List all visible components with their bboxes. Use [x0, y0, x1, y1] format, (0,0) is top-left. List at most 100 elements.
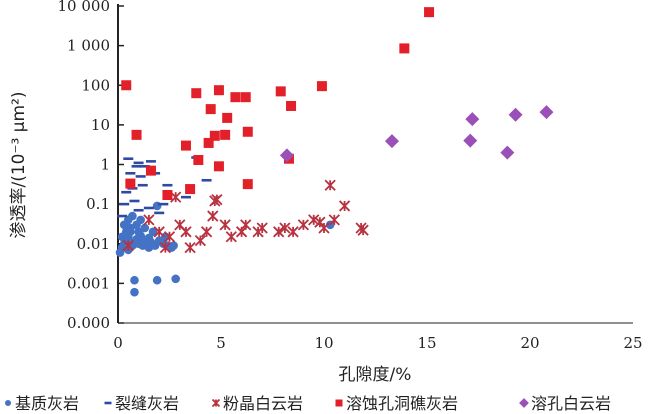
data-point-dash — [139, 165, 150, 168]
y-tick-label: 10 000 — [58, 0, 111, 15]
data-point-circle — [128, 211, 137, 221]
data-point-diamond — [463, 133, 478, 148]
data-point-square — [213, 85, 224, 96]
data-point-square — [145, 165, 156, 176]
data-point-dash — [158, 202, 169, 206]
y-tick-label: 1 — [100, 156, 110, 174]
data-point-dash — [131, 165, 142, 168]
data-point-square — [230, 92, 241, 103]
data-point-square — [162, 189, 173, 200]
data-point-circle — [117, 232, 127, 242]
legend-label: 裂缝灰岩 — [115, 394, 179, 413]
data-point-asterisk — [240, 219, 252, 231]
x-tick-label: 25 — [623, 334, 642, 352]
y-axis-ticks: 10 000 1 000 100 10 1 0.1 0.01 0.001 0.000 — [58, 0, 124, 332]
data-point-asterisk — [174, 219, 186, 231]
data-point-asterisk — [159, 241, 172, 254]
data-point-dash — [154, 211, 165, 215]
data-point-circle — [144, 243, 154, 252]
data-point-asterisk — [219, 219, 231, 231]
data-point-square — [286, 100, 297, 111]
data-point-square — [242, 126, 253, 137]
data-point-square — [191, 88, 202, 99]
data-point-circle — [140, 223, 150, 233]
data-point-dash — [117, 214, 128, 218]
legend-label: 溶孔白云岩 — [531, 394, 611, 413]
x-axis-label: 孔隙度/% — [339, 365, 412, 385]
data-point-asterisk — [318, 222, 330, 234]
data-point-asterisk — [122, 239, 134, 252]
data-point-asterisk — [163, 231, 176, 243]
data-point-asterisk — [143, 214, 155, 226]
data-point-dash — [133, 161, 144, 165]
data-points — [115, 7, 554, 297]
legend-label: 基质灰岩 — [15, 394, 79, 413]
data-point-dash — [145, 160, 156, 163]
x-tick-label: 0 — [113, 334, 123, 352]
data-point-asterisk — [256, 222, 268, 234]
data-point-asterisk — [279, 222, 291, 234]
data-point-dash — [143, 206, 154, 210]
data-point-square — [275, 86, 286, 97]
data-point-diamond — [384, 134, 399, 149]
data-point-circle — [126, 223, 135, 233]
x-axis-ticks: 0 5 10 15 20 25 — [113, 334, 642, 352]
data-point-circle — [171, 274, 180, 284]
data-point-asterisk — [297, 219, 310, 231]
data-point-square — [193, 154, 204, 165]
data-point-asterisk — [308, 214, 320, 226]
y-tick-label: 0.001 — [67, 274, 110, 292]
y-tick-label: 100 — [81, 76, 110, 94]
data-point-asterisk — [287, 226, 299, 238]
data-point-dash — [133, 208, 144, 212]
data-point-diamond — [279, 148, 294, 163]
data-point-square — [220, 129, 231, 140]
data-point-dash — [129, 199, 140, 203]
data-point-square — [180, 140, 191, 151]
data-point-dash — [135, 175, 146, 178]
data-point-diamond — [500, 145, 515, 160]
y-tick-label: 1 000 — [67, 37, 110, 55]
x-tick-label: 10 — [314, 334, 333, 352]
data-point-circle — [134, 227, 143, 237]
legend-label: 溶蚀孔洞礁灰岩 — [346, 394, 458, 413]
x-tick-label: 20 — [520, 334, 539, 352]
data-point-square — [242, 179, 253, 190]
data-point-dash — [125, 171, 136, 175]
data-point-dash — [119, 202, 130, 206]
data-point-asterisk — [273, 226, 285, 238]
data-point-square — [121, 80, 132, 91]
y-tick-label: 0.1 — [86, 195, 110, 213]
data-point-circle — [148, 227, 158, 237]
data-point-asterisk — [328, 214, 340, 226]
data-point-circle — [4, 399, 12, 407]
y-tick-label: 10 — [91, 116, 110, 134]
y-tick-label: 0.01 — [77, 235, 110, 253]
data-point-asterisk — [357, 224, 369, 236]
data-point-asterisk — [200, 226, 213, 238]
data-point-circle — [130, 275, 139, 285]
data-point-square — [205, 104, 216, 115]
data-point-dash — [162, 183, 173, 187]
x-tick-label: 15 — [417, 334, 436, 352]
data-point-square — [203, 137, 214, 148]
data-point-circle — [169, 241, 178, 250]
data-point-asterisk — [207, 210, 219, 222]
data-point-dash — [180, 195, 191, 199]
data-point-square — [209, 130, 220, 141]
y-tick-label: 0.000 — [67, 314, 110, 332]
data-point-dash — [123, 157, 134, 161]
data-point-dash — [121, 190, 132, 194]
data-point-asterisk — [324, 179, 336, 191]
data-point-dash — [201, 178, 212, 182]
legend: 基质灰岩 裂缝灰岩 粉晶白云岩 溶蚀孔洞礁灰岩 溶孔白云岩 — [4, 394, 611, 413]
data-point-dash — [137, 183, 148, 187]
legend-label: 粉晶白云岩 — [223, 394, 303, 413]
data-point-diamond — [539, 105, 554, 120]
data-point-asterisk — [153, 226, 165, 238]
data-point-dash — [104, 401, 112, 405]
data-point-circle — [152, 275, 162, 285]
data-point-square — [335, 399, 343, 407]
data-point-circle — [130, 287, 139, 297]
